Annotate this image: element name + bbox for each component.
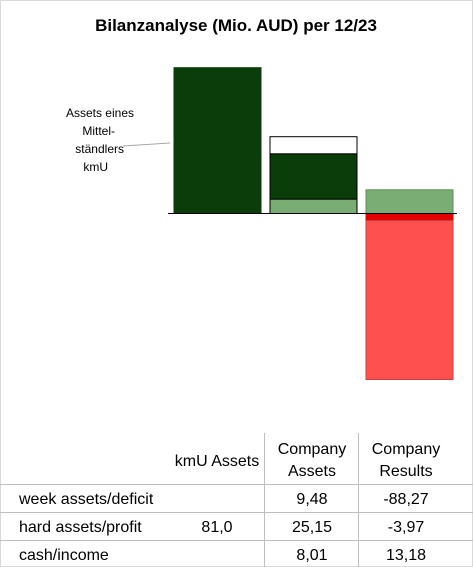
table-cell-3-2: 8,01: [296, 547, 327, 564]
table-header-3-line-2: Results: [379, 463, 432, 480]
bar-stacks: [173, 67, 454, 380]
table-cell-3-3: 13,18: [386, 547, 426, 564]
chart-title: Bilanzanalyse (Mio. AUD) per 12/23: [95, 16, 377, 35]
bar-segment-2-2: [269, 153, 358, 200]
bar-segment-2-1: [269, 198, 358, 215]
table-header-2-line-1: Company: [278, 441, 346, 458]
table-header-2-line-2: Assets: [288, 463, 336, 480]
bar-segment-2-3: [269, 136, 358, 155]
table-row-label-1: week assets/deficit: [18, 491, 154, 508]
table-row-label-2: hard assets/profit: [19, 519, 142, 536]
bar-segment-3-3: [365, 220, 454, 380]
table-header-3-line-1: Company: [372, 441, 440, 458]
annotation-line-1: Assets eines: [66, 106, 134, 120]
bar-segment-3-1: [365, 189, 454, 215]
table-cell-2-1: 81,0: [201, 519, 232, 536]
table-cell-2-3: -3,97: [388, 519, 425, 536]
table-cell-1-3: -88,27: [383, 491, 428, 508]
annotation-line-2: Mittel-: [82, 124, 115, 138]
annotation-line-4: kmU: [83, 160, 108, 174]
annotation-line-3: ständlers: [75, 142, 124, 156]
bar-segment-1-1: [173, 67, 262, 214]
table-cell-1-2: 9,48: [296, 491, 327, 508]
table-row-label-3: cash/income: [19, 547, 109, 564]
data-table: kmU Assets Company Assets Company Results wee…: [18, 441, 440, 564]
annotation-leader-line: [122, 142, 171, 147]
table-header-1: kmU Assets: [175, 453, 259, 470]
table-cell-2-2: 25,15: [292, 519, 332, 536]
bar-segment-3-2: [365, 213, 454, 222]
